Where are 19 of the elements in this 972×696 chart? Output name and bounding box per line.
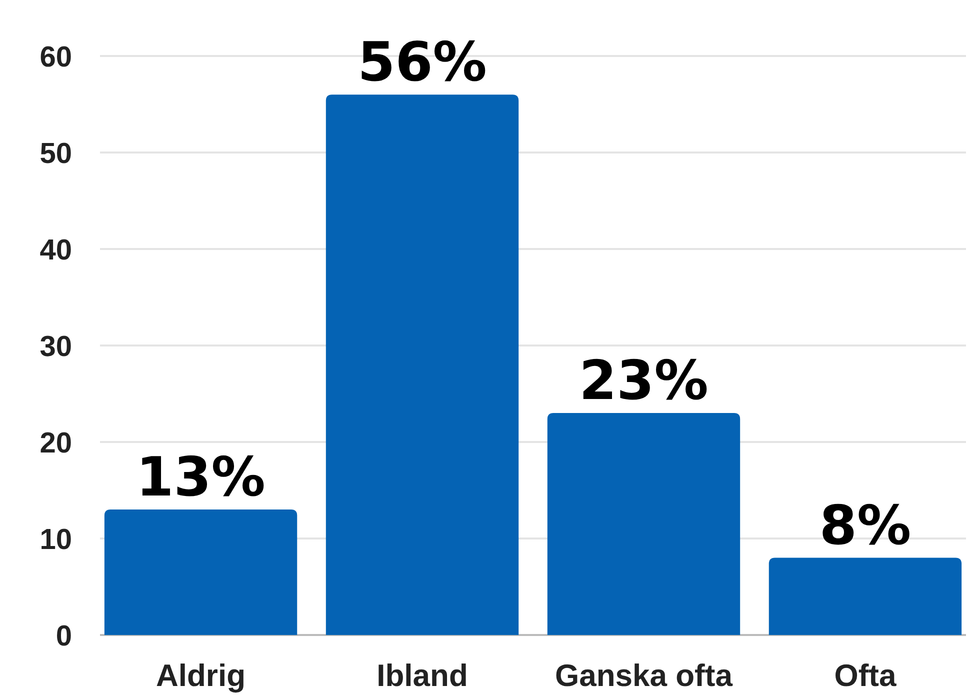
y-tick-label: 10 [40, 524, 72, 556]
x-tick-label: Ibland [376, 658, 468, 693]
y-tick-label: 60 [40, 41, 72, 74]
y-tick-label: 40 [40, 234, 72, 266]
bar [547, 413, 740, 635]
y-tick-label: 20 [40, 427, 72, 460]
data-label: 13% [136, 446, 266, 509]
x-tick-label: Ofta [834, 658, 897, 693]
data-label: 56% [358, 30, 487, 94]
x-tick-label: Aldrig [156, 658, 246, 693]
y-tick-label: 50 [40, 138, 72, 170]
bar [326, 94, 519, 635]
data-label: 23% [579, 349, 708, 412]
data-label: 8% [819, 494, 912, 557]
bar [104, 510, 298, 635]
bar [768, 558, 962, 635]
y-tick-label: 0 [56, 620, 72, 652]
x-tick-label: Ganska ofta [555, 658, 734, 693]
y-tick-label: 30 [40, 330, 72, 363]
